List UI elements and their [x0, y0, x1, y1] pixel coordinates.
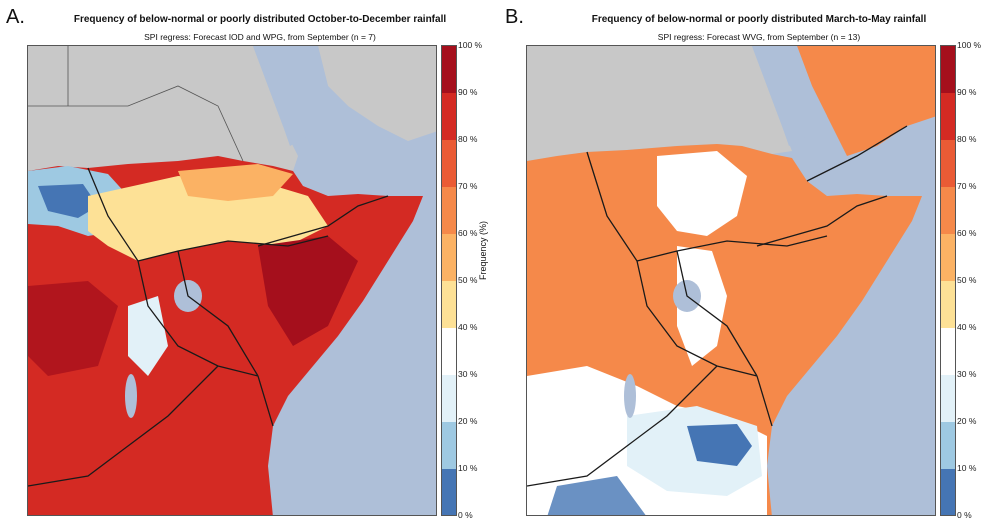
panel-b: B. Frequency of below-normal or poorly d… — [499, 0, 997, 524]
legend-tick: 40 % — [957, 322, 977, 332]
legend-tick: 30 % — [458, 369, 478, 379]
mid-freq-zone — [677, 246, 727, 366]
red-sea — [253, 46, 348, 146]
lake — [125, 374, 137, 418]
arabia-land — [797, 46, 935, 156]
legend-swatch — [941, 422, 955, 469]
low-freq-zone — [687, 424, 752, 466]
legend-tick: 10 % — [957, 463, 977, 473]
legend-swatch — [941, 93, 955, 140]
legend-axis-label: Frequency (%) — [478, 220, 488, 280]
legend-tick: 100 % — [458, 40, 483, 50]
red-sea — [752, 46, 827, 146]
legend-swatch — [941, 328, 955, 375]
legend-tick: 80 % — [458, 134, 478, 144]
legend-swatch — [442, 469, 456, 515]
legend-swatch — [442, 281, 456, 328]
country-border — [28, 167, 389, 487]
legend-swatch — [941, 469, 955, 515]
mid-freq-zone — [88, 176, 328, 261]
legend-tick: 80 % — [957, 134, 977, 144]
masked-land — [527, 46, 792, 161]
legend-tick: 50 % — [458, 275, 478, 285]
legend-tick: 90 % — [458, 87, 478, 97]
legend-tick: 20 % — [458, 416, 478, 426]
legend-tick: 50 % — [957, 275, 977, 285]
arabia-land — [318, 46, 436, 141]
legend-tick: 100 % — [957, 40, 982, 50]
high-freq-zone — [258, 236, 358, 346]
legend-swatch — [941, 187, 955, 234]
legend-tick: 30 % — [957, 369, 977, 379]
legend-tick: 70 % — [957, 181, 977, 191]
map-east-africa-mam — [526, 45, 936, 516]
legend-tick: 0 % — [458, 510, 473, 520]
legend-swatch — [941, 46, 955, 93]
country-border — [527, 125, 908, 487]
country-border — [28, 46, 244, 162]
legend-swatch — [442, 93, 456, 140]
lake — [624, 374, 636, 418]
high-freq-zone — [28, 281, 118, 376]
mid-freq-zone — [657, 151, 747, 236]
low-freq-zone — [547, 476, 646, 515]
panel-subtitle: SPI regress: Forecast IOD and WPG, from … — [144, 32, 376, 42]
legend-tick: 60 % — [957, 228, 977, 238]
panel-letter: B. — [505, 6, 524, 28]
map-east-africa-ond — [27, 45, 437, 516]
legend-tick: 0 % — [957, 510, 972, 520]
panel-subtitle: SPI regress: Forecast WVG, from Septembe… — [657, 32, 861, 42]
legend-tick: 70 % — [458, 181, 478, 191]
legend-swatch — [442, 422, 456, 469]
mid-freq-zone — [128, 296, 168, 376]
legend-swatch — [442, 140, 456, 187]
legend-swatch — [941, 281, 955, 328]
panel-a: A. Frequency of below-normal or poorly d… — [0, 0, 498, 524]
legend-swatch — [941, 234, 955, 281]
map-canvas — [28, 46, 436, 515]
legend-swatch — [442, 375, 456, 422]
legend-swatch — [442, 328, 456, 375]
legend-colorbar — [441, 45, 457, 516]
legend-swatch — [442, 234, 456, 281]
legend-tick: 10 % — [458, 463, 478, 473]
legend-swatch — [941, 140, 955, 187]
masked-land — [28, 46, 298, 171]
panel-title: Frequency of below-normal or poorly dist… — [73, 14, 447, 25]
legend-colorbar — [940, 45, 956, 516]
legend-swatch — [442, 46, 456, 93]
legend-tick: 60 % — [458, 228, 478, 238]
legend-tick: 40 % — [458, 322, 478, 332]
legend-tick: 20 % — [957, 416, 977, 426]
map-canvas — [527, 46, 935, 515]
low-freq-zone — [38, 184, 98, 218]
legend-swatch — [941, 375, 955, 422]
panel-letter: A. — [6, 6, 25, 28]
mid-freq-zone — [178, 164, 293, 201]
panel-title: Frequency of below-normal or poorly dist… — [591, 14, 927, 25]
legend-swatch — [442, 187, 456, 234]
legend-tick: 90 % — [957, 87, 977, 97]
